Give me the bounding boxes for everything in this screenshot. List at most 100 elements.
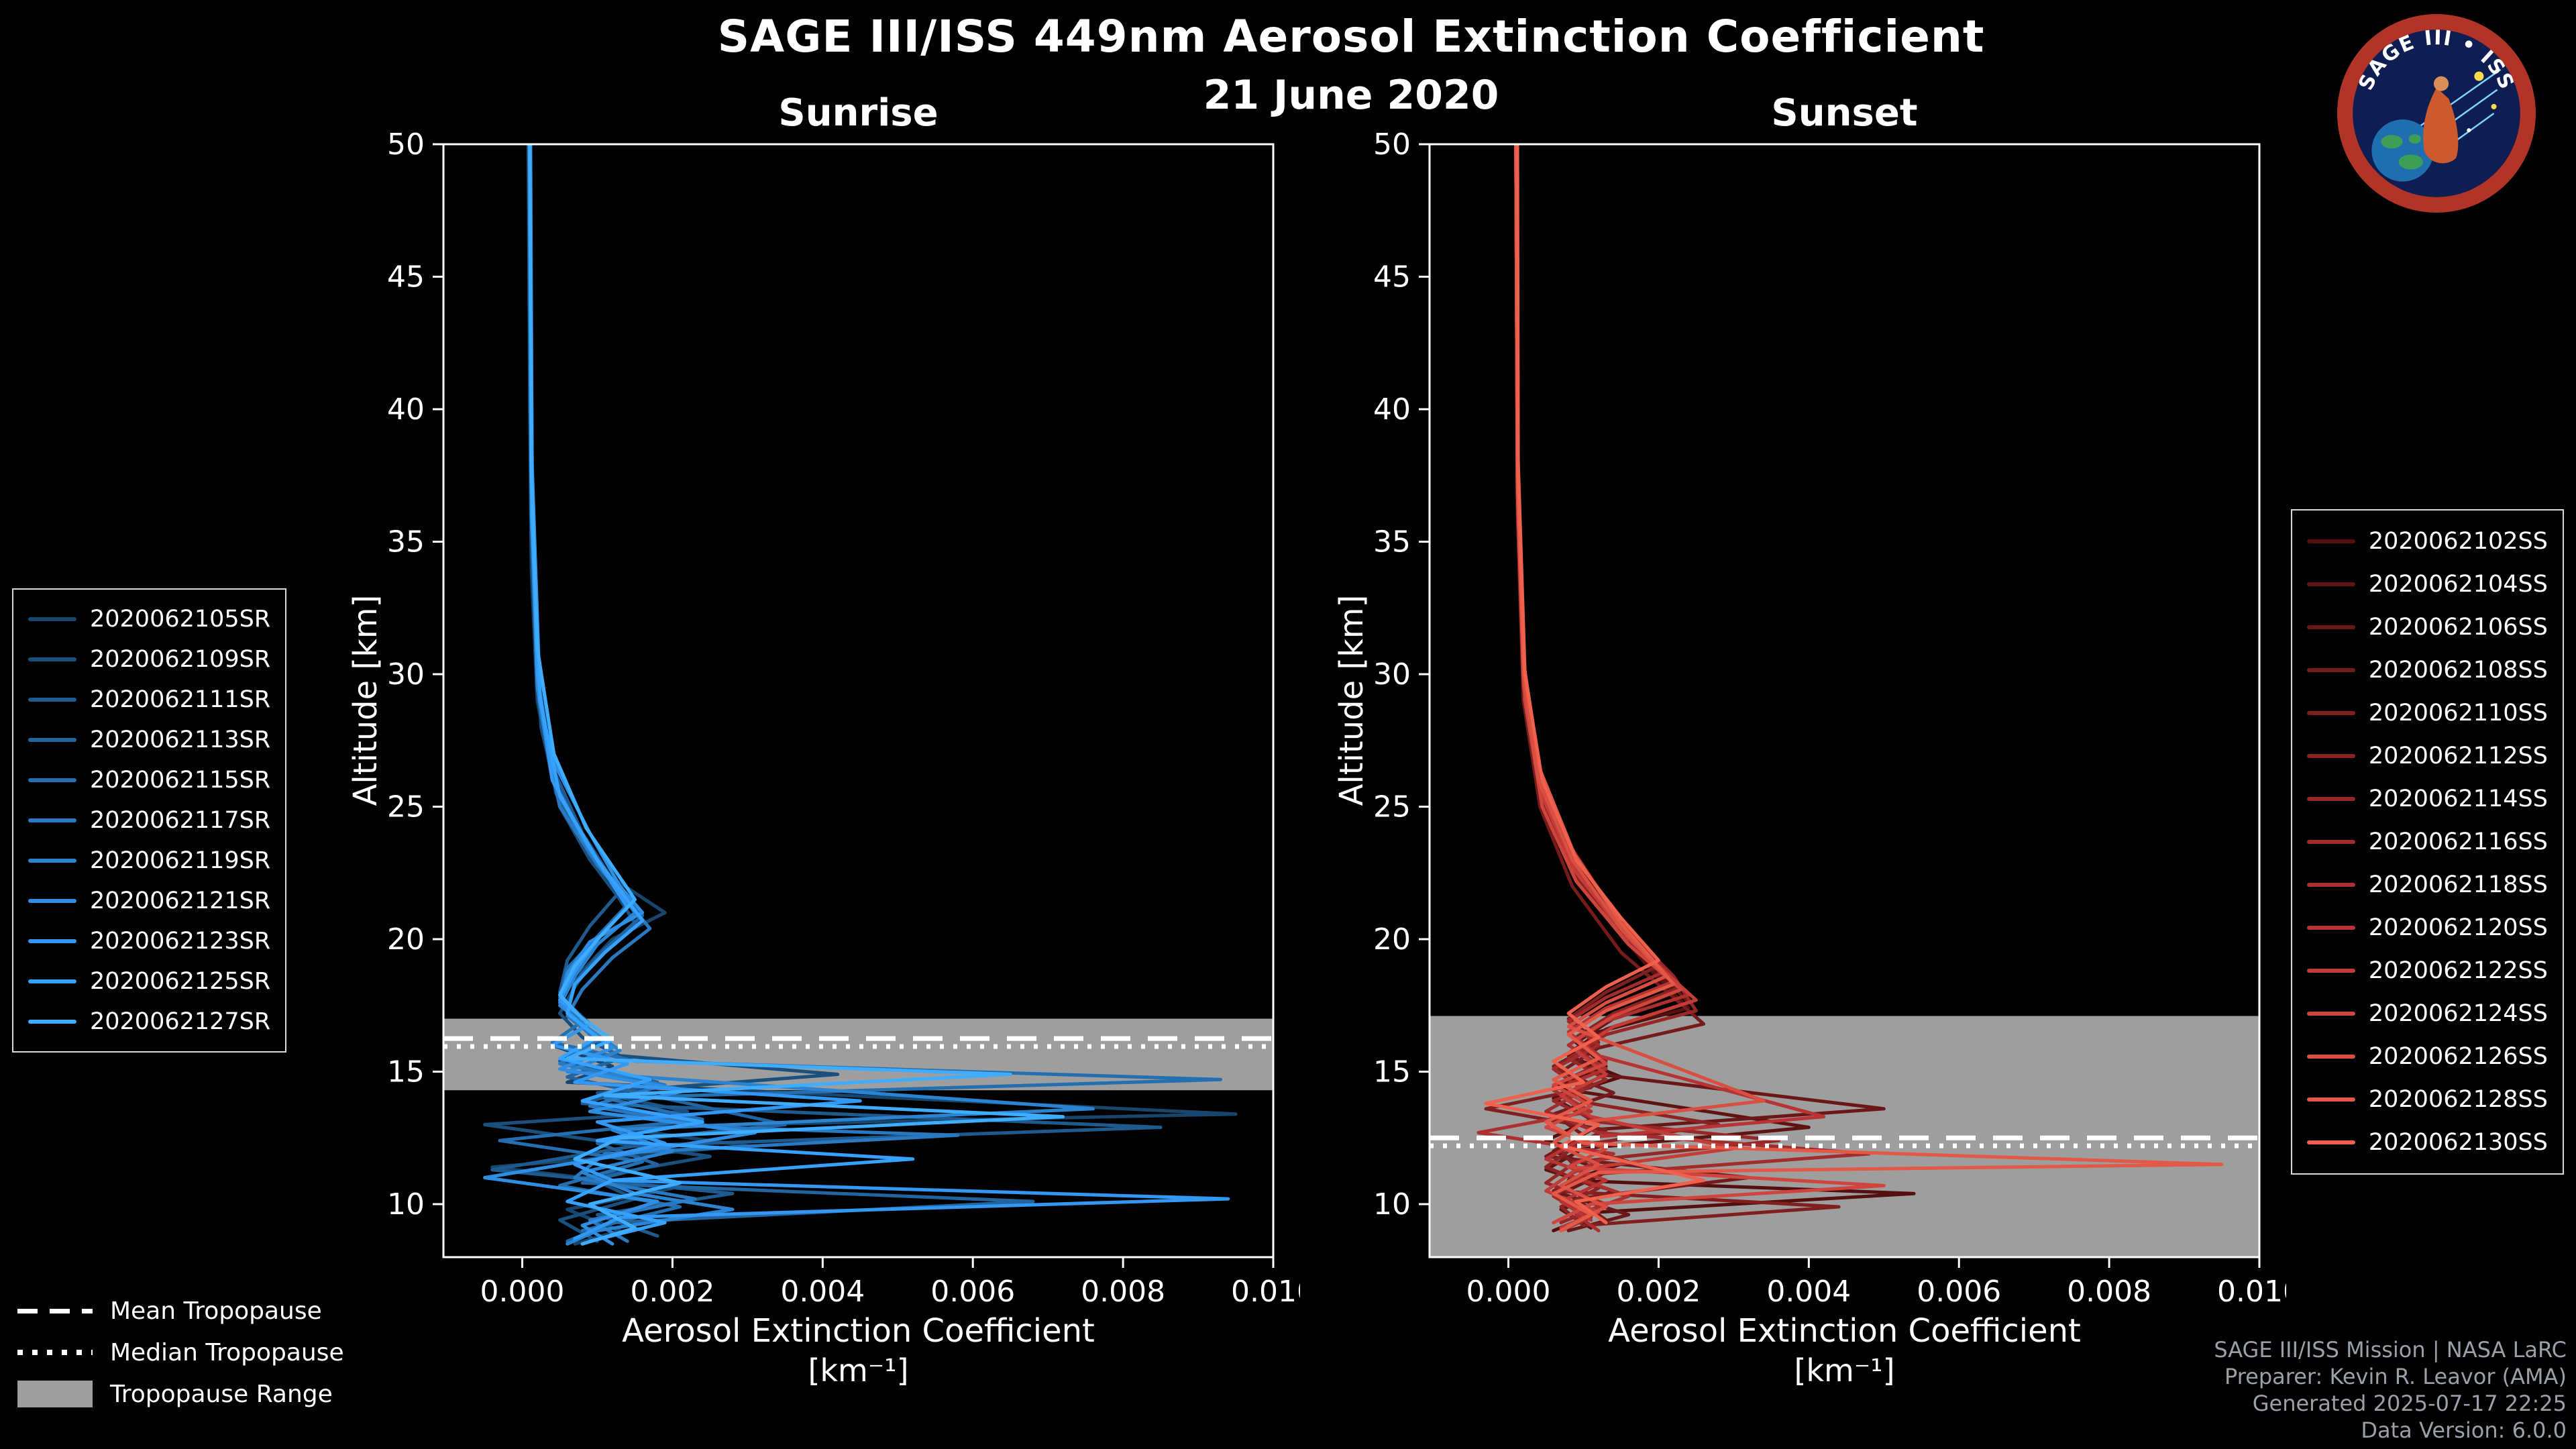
legend-item: 2020062120SS — [2306, 906, 2548, 949]
plot-area — [443, 144, 1273, 1246]
legend-label: 2020062104SS — [2368, 571, 2548, 598]
plot-area — [1430, 144, 2259, 1257]
tropopause-range-label: Tropopause Range — [110, 1380, 333, 1408]
x-tick-label: 0.008 — [1081, 1275, 1165, 1309]
legend-item: 2020062122SS — [2306, 949, 2548, 992]
x-tick-label: 0.004 — [1766, 1275, 1851, 1309]
legend-line-sample — [2306, 539, 2355, 543]
legend-item: 2020062130SS — [2306, 1121, 2548, 1164]
legend-item: 2020062116SS — [2306, 820, 2548, 863]
legend-item: 2020062102SS — [2306, 520, 2548, 563]
legend-item: 2020062117SR — [28, 800, 270, 841]
legend-label: 2020062119SR — [90, 847, 271, 874]
y-tick-label: 20 — [1373, 922, 1411, 957]
legend-line-sample — [28, 698, 76, 702]
legend-line-sample — [28, 1020, 76, 1024]
legend-line-sample — [28, 939, 76, 943]
legend-label: 2020062105SR — [90, 606, 271, 633]
sunrise-legend: 2020062105SR 2020062109SR 2020062111SR 2020… — [12, 588, 287, 1053]
legend-label: 2020062120SS — [2368, 914, 2548, 941]
legend-line-sample — [2306, 668, 2355, 672]
y-tick-label: 35 — [387, 525, 425, 559]
y-tick-label: 50 — [1373, 131, 1411, 162]
tropopause-range-legend-item: Tropopause Range — [17, 1378, 344, 1410]
legend-line-sample — [2306, 969, 2355, 973]
legend-line-sample — [2306, 1097, 2355, 1102]
dashed-line-sample — [17, 1308, 93, 1313]
x-tick-label: 0.002 — [1616, 1275, 1701, 1309]
legend-label: 2020062108SS — [2368, 657, 2548, 684]
x-tick-label: 0.002 — [630, 1275, 714, 1309]
median-tropopause-legend-item: Median Tropopause — [17, 1336, 344, 1368]
mean-tropopause-label: Mean Tropopause — [110, 1297, 322, 1325]
credit-data-version: Data Version: 6.0.0 — [2361, 1417, 2567, 1443]
legend-label: 2020062106SS — [2368, 614, 2548, 641]
y-tick-label: 35 — [1373, 525, 1411, 559]
mean-tropopause-legend-item: Mean Tropopause — [17, 1295, 344, 1327]
dotted-line-sample — [17, 1350, 93, 1355]
legend-label: 2020062102SS — [2368, 528, 2548, 555]
legend-line-sample — [2306, 1055, 2355, 1059]
x-tick-label: 0.000 — [480, 1275, 565, 1309]
logo-figure-icon — [2423, 87, 2459, 164]
legend-label: 2020062112SS — [2368, 743, 2548, 769]
legend-item: 2020062106SS — [2306, 606, 2548, 649]
x-tick-label: 0.006 — [930, 1275, 1015, 1309]
legend-item: 2020062124SS — [2306, 992, 2548, 1035]
legend-label: 2020062118SS — [2368, 871, 2548, 898]
legend-item: 2020062113SR — [28, 720, 270, 760]
legend-label: 2020062122SS — [2368, 957, 2548, 984]
legend-item: 2020062127SR — [28, 1002, 270, 1042]
legend-line-sample — [2306, 1012, 2355, 1016]
legend-label: 2020062123SR — [90, 928, 271, 955]
y-tick-label: 45 — [387, 260, 425, 294]
logo-sun-icon — [2474, 71, 2484, 81]
sunrise-chart: 0.000 0.002 0.004 0.006 0.008 0.010 10 15 20 25 30… — [387, 131, 1300, 1309]
y-tick-label: 30 — [387, 657, 425, 692]
legend-item: 2020062126SS — [2306, 1035, 2548, 1078]
legend-label: 2020062113SR — [90, 727, 271, 753]
logo-planet-icon — [2491, 103, 2497, 109]
legend-item: 2020062128SS — [2306, 1078, 2548, 1121]
legend-item: 2020062119SR — [28, 841, 270, 881]
sunrise-x-axis-units: [km⁻¹] — [808, 1352, 909, 1389]
title-block: SAGE III/ISS 449nm Aerosol Extinction Co… — [335, 11, 2367, 119]
legend-item: 2020062111SR — [28, 680, 270, 720]
sunset-x-axis-label: Aerosol Extinction Coefficient — [1608, 1312, 2081, 1350]
legend-label: 2020062127SR — [90, 1008, 271, 1035]
legend-label: 2020062124SS — [2368, 1000, 2548, 1027]
gray-band-sample — [17, 1381, 93, 1407]
sunrise-panel-title: Sunrise — [778, 91, 938, 135]
legend-line-sample — [28, 738, 76, 742]
y-tick-label: 20 — [387, 922, 425, 957]
legend-item: 2020062110SS — [2306, 692, 2548, 735]
legend-line-sample — [2306, 926, 2355, 930]
y-tick-label: 10 — [387, 1187, 425, 1222]
y-tick-label: 30 — [1373, 657, 1411, 692]
legend-label: 2020062114SS — [2368, 786, 2548, 812]
sunrise-y-axis-label: Altitude [km] — [347, 594, 384, 806]
x-tick-label: 0.010 — [1231, 1275, 1300, 1309]
legend-line-sample — [2306, 883, 2355, 887]
sage-iss-logo: SAGE III • ISS — [2337, 14, 2536, 213]
legend-label: 2020062116SS — [2368, 828, 2548, 855]
axes-frame — [442, 143, 1275, 1258]
y-tick-label: 10 — [1373, 1187, 1411, 1222]
y-tick-label: 15 — [387, 1055, 425, 1089]
sunset-x-axis-units: [km⁻¹] — [1794, 1352, 1895, 1389]
legend-line-sample — [28, 979, 76, 983]
legend-item: 2020062105SR — [28, 599, 270, 639]
legend-item: 2020062121SR — [28, 881, 270, 921]
legend-item: 2020062104SS — [2306, 563, 2548, 606]
legend-label: 2020062128SS — [2368, 1086, 2548, 1113]
legend-label: 2020062115SR — [90, 767, 271, 794]
legend-label: 2020062109SR — [90, 646, 271, 673]
legend-item: 2020062123SR — [28, 921, 270, 961]
profile-line — [1484, 144, 1706, 1225]
sunset-y-axis-label: Altitude [km] — [1333, 594, 1371, 806]
legend-line-sample — [2306, 797, 2355, 801]
logo-earth-land — [2381, 134, 2423, 170]
legend-line-sample — [2306, 840, 2355, 844]
legend-item: 2020062125SR — [28, 961, 270, 1002]
legend-item: 2020062112SS — [2306, 735, 2548, 777]
